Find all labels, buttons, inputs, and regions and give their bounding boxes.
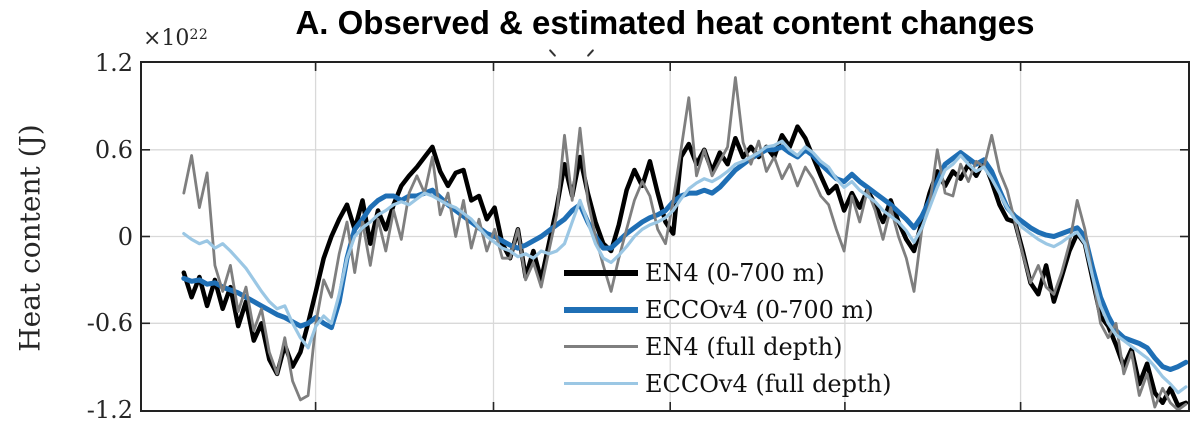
legend-swatch-eccov4-0-700 (564, 306, 638, 313)
y-tick-label: -1.2 (86, 396, 133, 424)
y-tick-label: -0.6 (86, 309, 133, 337)
plot-area: EN4 (0-700 m) ECCOv4 (0-700 m) EN4 (full… (140, 61, 1190, 412)
plot-svg (142, 63, 1188, 410)
legend-item-eccov4-full-depth: ECCOv4 (full depth) (564, 365, 891, 402)
y-tick-label: 0.6 (94, 136, 133, 164)
legend: EN4 (0-700 m) ECCOv4 (0-700 m) EN4 (full… (564, 254, 891, 402)
legend-swatch-eccov4-full-depth (564, 381, 638, 386)
legend-item-en4-0-700: EN4 (0-700 m) (564, 254, 891, 291)
legend-item-en4-full-depth: EN4 (full depth) (564, 328, 891, 365)
stray-mark-left (548, 48, 557, 58)
legend-label-eccov4-full-depth: ECCOv4 (full depth) (645, 369, 892, 398)
series-line-eccov4-full-depth (182, 139, 1188, 395)
offset-base: ×10 (143, 26, 190, 51)
legend-item-eccov4-0-700: ECCOv4 (0-700 m) (564, 291, 891, 328)
y-axis-offset-label: ×1022 (143, 26, 208, 51)
y-tick-label: 0 (117, 223, 133, 251)
legend-swatch-en4-0-700 (564, 269, 638, 276)
y-tick-label: 1.2 (94, 49, 133, 77)
chart-title: A. Observed & estimated heat content cha… (295, 4, 1035, 41)
stray-mark-right (586, 48, 595, 58)
legend-label-eccov4-0-700: ECCOv4 (0-700 m) (645, 295, 874, 324)
y-tick-labels: 1.2 0.6 0 -0.6 -1.2 (0, 0, 133, 431)
legend-swatch-en4-full-depth (564, 344, 638, 349)
legend-label-en4-0-700: EN4 (0-700 m) (645, 258, 825, 287)
legend-label-en4-full-depth: EN4 (full depth) (645, 332, 843, 361)
offset-exponent: 22 (189, 27, 209, 43)
